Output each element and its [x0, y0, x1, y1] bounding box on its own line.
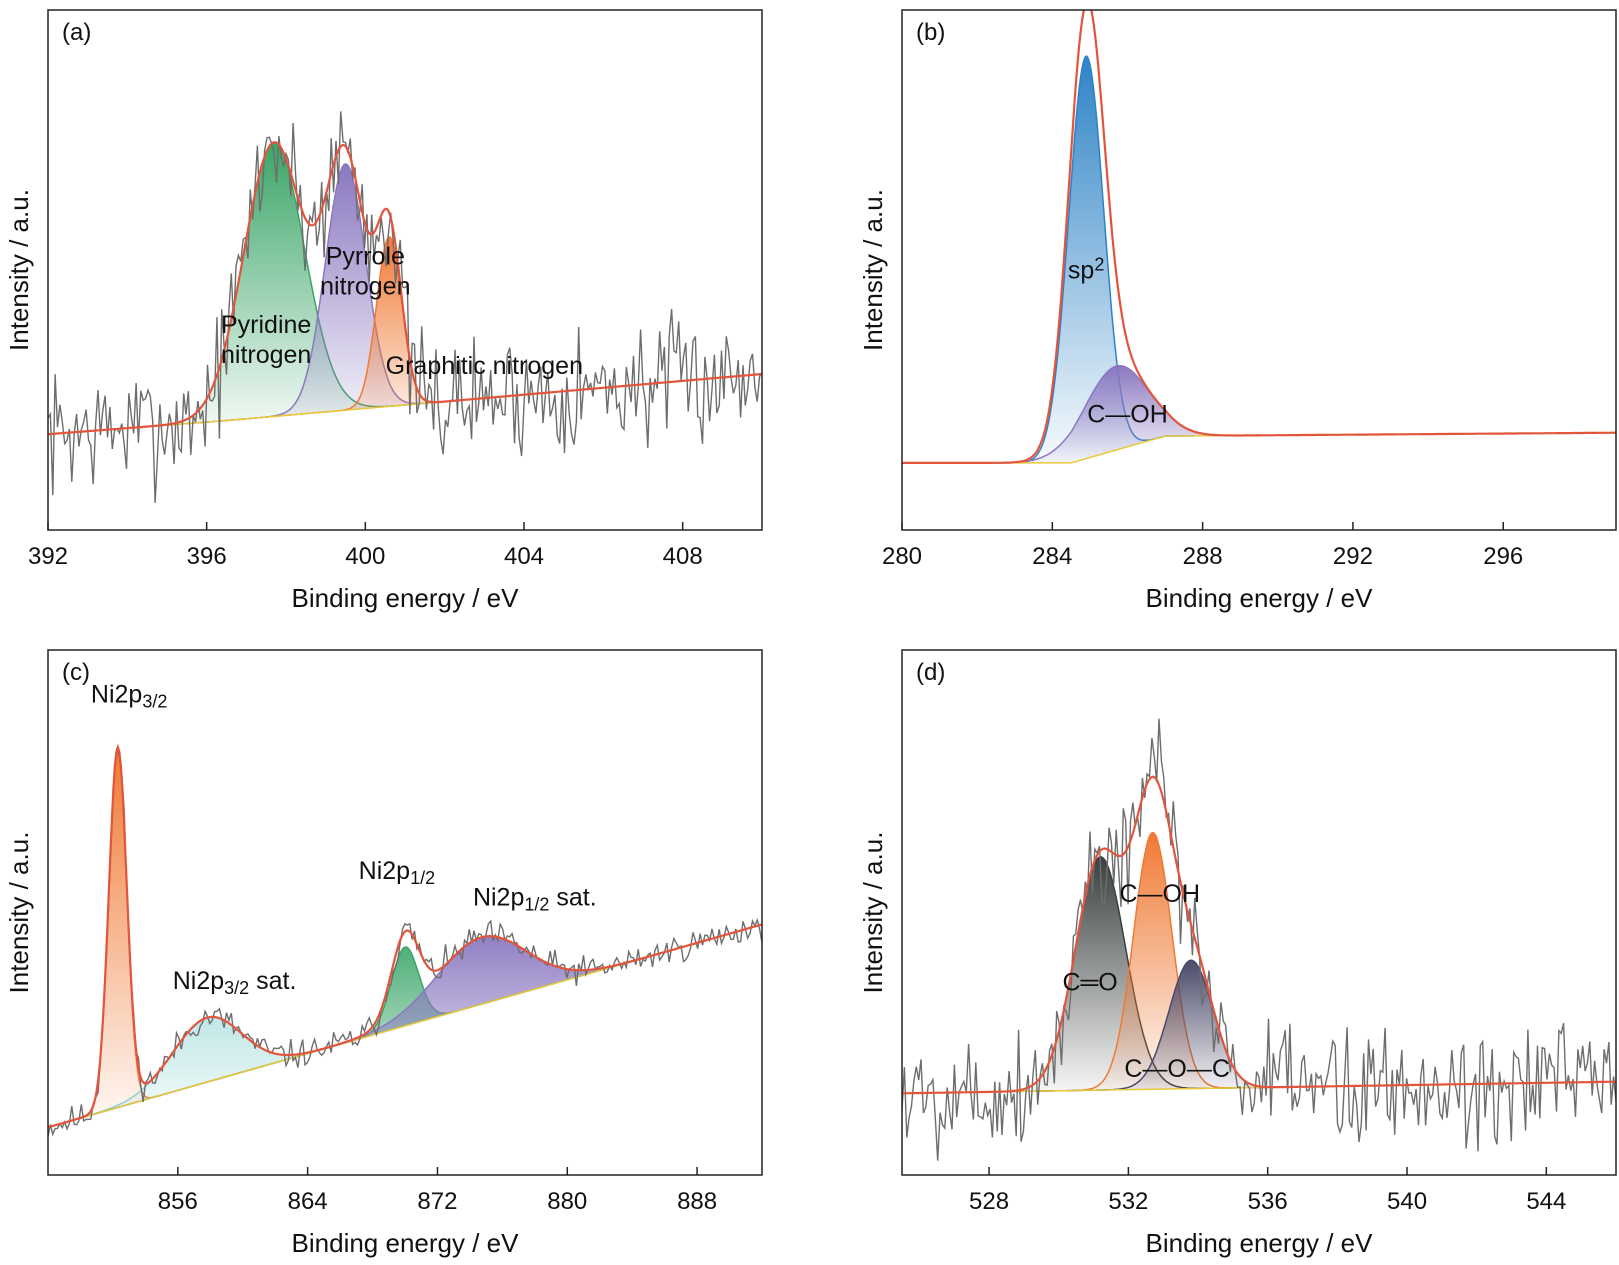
plot-area: [902, 10, 1616, 464]
plot-area: [48, 111, 762, 503]
panel-letter: (c): [62, 659, 90, 686]
x-tick-label: 880: [547, 1188, 587, 1215]
peak-outline: [902, 831, 1616, 1095]
y-axis-label: Intensity / a.u.: [4, 189, 34, 351]
panel-letter: (d): [916, 659, 945, 686]
x-axis-label: Binding energy / eV: [292, 583, 520, 613]
envelope-line: [48, 141, 762, 436]
x-tick-label: 540: [1387, 1188, 1427, 1215]
peak-label: Ni2p1/2: [359, 857, 435, 888]
envelope-line: [48, 743, 762, 1129]
background-line: [902, 431, 1616, 464]
peak-outline: [48, 746, 762, 1129]
peak-label: nitrogen: [221, 341, 311, 369]
x-tick-label: 392: [28, 543, 68, 570]
peak-label: C—O—C: [1124, 1055, 1230, 1083]
peak-fill: [48, 236, 762, 435]
peak-outline: [902, 364, 1616, 464]
panel-letter: (b): [916, 19, 945, 46]
x-axis-label: Binding energy / eV: [292, 1228, 520, 1258]
plot-frame: [47, 649, 763, 1176]
plot-area: [902, 718, 1616, 1161]
envelope-line: [902, 10, 1616, 464]
panel-c: 856 864 872 880 888 Binding energy / eV Intens…: [4, 649, 763, 1258]
peak-fill: [902, 56, 1616, 463]
peak-label: C═O: [1062, 969, 1117, 997]
peak-label: Ni2p3/2: [91, 681, 167, 712]
x-tick-label: 856: [158, 1188, 198, 1215]
raw-data-line: [902, 718, 1616, 1161]
peak-label: Ni2p3/2 sat.: [173, 967, 297, 998]
peak-fill: [902, 832, 1616, 1094]
panel-d: 528 532 536 540 544 Binding energy / eV Intens…: [858, 649, 1617, 1258]
peak-label: C—OH: [1087, 401, 1168, 429]
x-tick-label: 404: [504, 543, 544, 570]
plot-frame: [47, 9, 763, 531]
peak-fill: [902, 365, 1616, 463]
plot-frame: [901, 9, 1617, 531]
x-tick-label: 544: [1526, 1188, 1566, 1215]
x-tick-label: 396: [187, 543, 227, 570]
panel-letter: (a): [62, 19, 91, 46]
peak-label: nitrogen: [320, 273, 410, 301]
plot-area: [48, 743, 762, 1137]
x-tick-label: 532: [1108, 1188, 1148, 1215]
peak-label: C—OH: [1119, 880, 1200, 908]
peak-label: Ni2p1/2 sat.: [473, 883, 597, 914]
y-axis-label: Intensity / a.u.: [858, 832, 888, 994]
x-tick-label: 288: [1183, 543, 1223, 570]
x-tick-label: 888: [677, 1188, 717, 1215]
x-tick-label: 292: [1333, 543, 1373, 570]
raw-data-line: [48, 747, 762, 1137]
peak-outline: [902, 54, 1616, 464]
raw-data-line: [48, 111, 762, 503]
x-axis-label: Binding energy / eV: [1146, 1228, 1374, 1258]
x-tick-label: 296: [1483, 543, 1523, 570]
x-tick-label: 864: [288, 1188, 328, 1215]
x-axis-label: Binding energy / eV: [1146, 583, 1374, 613]
x-tick-label: 408: [663, 543, 703, 570]
y-axis-label: Intensity / a.u.: [858, 189, 888, 351]
x-tick-label: 284: [1032, 543, 1072, 570]
plot-frame: [901, 649, 1617, 1176]
x-tick-label: 400: [345, 543, 385, 570]
peak-label: Pyridine: [221, 311, 311, 339]
x-tick-label: 872: [417, 1188, 457, 1215]
x-tick-label: 536: [1248, 1188, 1288, 1215]
panel-b: 280 284 288 292 296 Binding energy / eV Intens…: [858, 9, 1617, 613]
panel-a: 392 396 400 404 408 Binding energy / eV Intens…: [4, 9, 763, 613]
envelope-line: [902, 775, 1616, 1095]
peak-fill: [48, 749, 762, 1128]
y-axis-label: Intensity / a.u.: [4, 832, 34, 994]
peak-label: Pyrrole: [326, 243, 405, 271]
raw-data-line: [902, 10, 1616, 464]
x-tick-label: 280: [882, 543, 922, 570]
peak-label: Graphitic nitrogen: [386, 352, 583, 380]
peak-outline: [902, 856, 1616, 1095]
peak-fill: [902, 856, 1616, 1094]
x-tick-label: 528: [969, 1188, 1009, 1215]
